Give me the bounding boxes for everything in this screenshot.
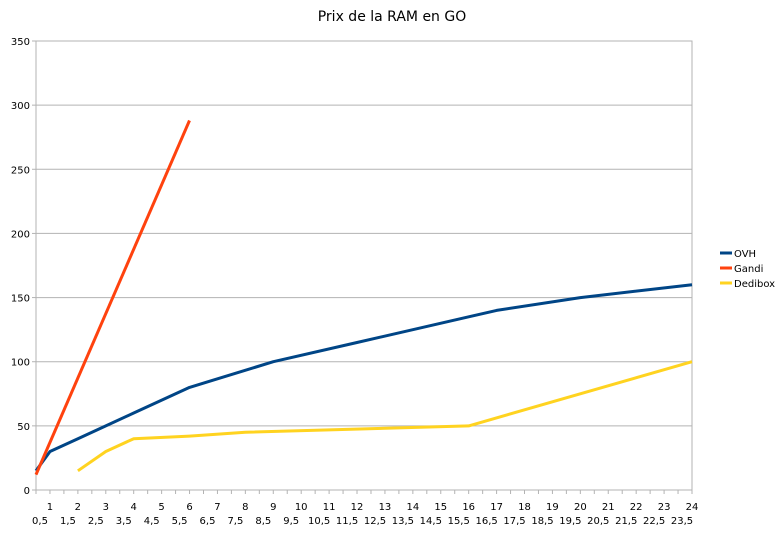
x-tick-label: 0,5 [32,516,48,527]
y-tick-label: 0 [24,486,30,497]
x-tick-label: 10 [295,502,308,513]
x-tick-label: 13 [379,502,392,513]
x-tick-label: 23 [658,502,671,513]
y-tick-label: 200 [11,229,30,240]
legend-label: Gandi [734,264,763,275]
x-tick-label: 17,5 [503,516,525,527]
x-tick-label: 21 [602,502,615,513]
x-tick-label: 6 [186,502,192,513]
y-tick-label: 300 [11,101,30,112]
x-tick-label: 19 [546,502,559,513]
x-tick-label: 21,5 [615,516,637,527]
y-tick-label: 250 [11,165,30,176]
y-tick-label: 350 [11,37,30,48]
y-tick-label: 150 [11,294,30,305]
x-tick-label: 2 [75,502,81,513]
x-tick-label: 2,5 [88,516,104,527]
series-line-dedibox [77,360,693,473]
x-tick-label: 15,5 [448,516,470,527]
x-tick-label: 9 [270,502,276,513]
x-tick-label: 12 [351,502,364,513]
plot-frame [35,40,693,491]
x-tick-label: 14,5 [420,516,442,527]
x-tick-label: 24 [686,502,699,513]
y-tick-label: 50 [17,422,30,433]
x-tick-label: 10,5 [308,516,330,527]
x-tick-label: 23,5 [671,516,693,527]
gridlines [36,40,692,491]
legend-label: Dedibox [734,279,775,290]
x-tick-label: 17 [490,502,503,513]
x-tick-label: 1,5 [60,516,76,527]
x-tick-label: 18,5 [531,516,553,527]
x-tick-label: 4 [131,502,137,513]
x-tick-label: 12,5 [364,516,386,527]
x-tick-label: 16,5 [476,516,498,527]
x-tick-label: 1 [47,502,53,513]
x-tick-label: 11,5 [336,516,358,527]
x-tick-label: 13,5 [392,516,414,527]
x-tick-label: 8,5 [255,516,271,527]
x-tick-label: 7,5 [227,516,243,527]
x-axis-ticks: 0,511,522,533,544,555,566,577,588,599,51… [32,490,698,527]
y-axis-ticks: 0 50 100 150 200 250 300 350 [11,37,36,497]
series-line-gandi [34,119,191,476]
x-tick-label: 18 [518,502,531,513]
x-tick-label: 14 [406,502,419,513]
x-tick-label: 8 [242,502,248,513]
x-tick-label: 19,5 [559,516,581,527]
x-tick-label: 16 [462,502,475,513]
legend: OVH Gandi Dedibox [720,249,775,290]
x-tick-label: 5 [158,502,164,513]
x-tick-label: 3 [103,502,109,513]
chart-title: Prix de la RAM en GO [318,9,467,25]
axes [35,40,693,491]
x-tick-label: 7 [214,502,220,513]
x-tick-label: 11 [323,502,336,513]
legend-label: OVH [734,249,756,260]
x-tick-label: 4,5 [144,516,160,527]
x-tick-label: 9,5 [283,516,299,527]
x-tick-label: 20 [574,502,587,513]
series-line-ovh [34,283,693,472]
x-tick-label: 15 [434,502,447,513]
x-tick-label: 3,5 [116,516,132,527]
x-tick-label: 22,5 [643,516,665,527]
x-tick-label: 6,5 [200,516,216,527]
y-tick-label: 100 [11,358,30,369]
x-tick-label: 20,5 [587,516,609,527]
series-lines [34,119,693,476]
x-tick-label: 5,5 [172,516,188,527]
x-tick-label: 22 [630,502,643,513]
